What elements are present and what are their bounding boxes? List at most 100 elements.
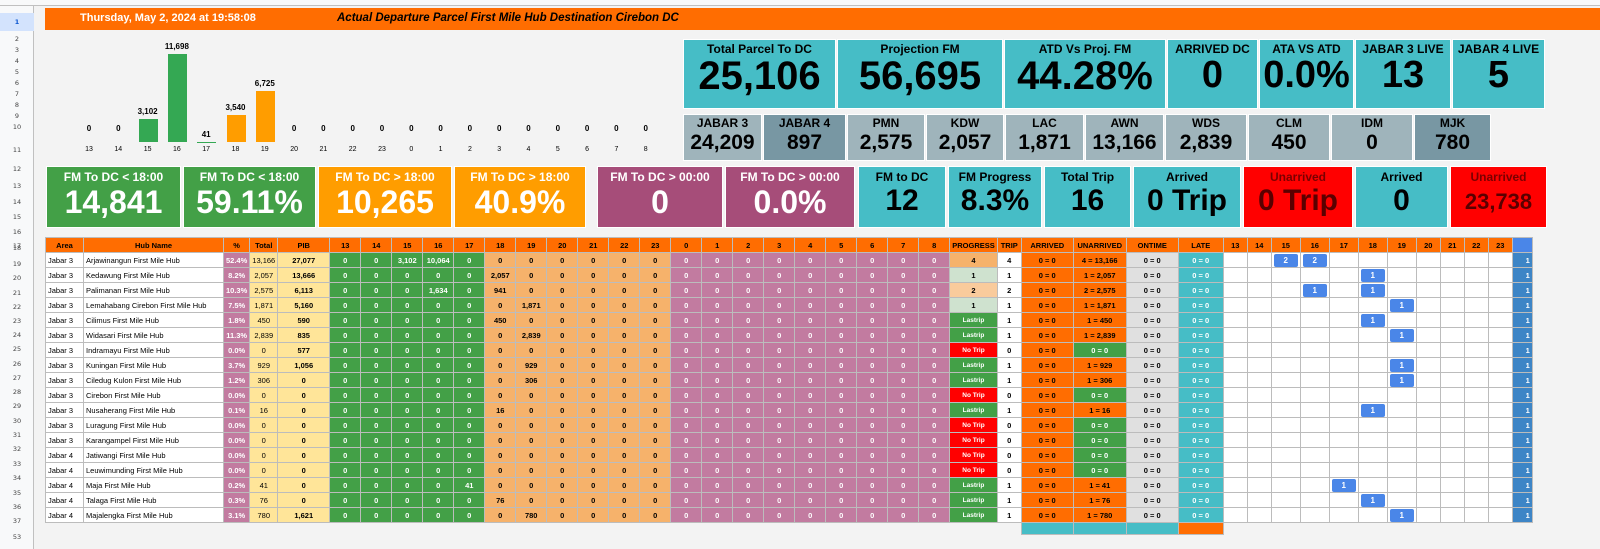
row-number[interactable]: 6 <box>14 79 20 87</box>
timeline-cell <box>1270 267 1301 283</box>
row-number[interactable]: 23 <box>12 317 22 325</box>
row-numbers[interactable]: 1 2 3 4 5 6 7 8 9 10 11 12 13 14 15 16 17 18 19 20 21 22 23 24 2… <box>0 6 34 549</box>
column-header-bar[interactable] <box>0 0 1600 6</box>
hour-cell: 0 <box>546 282 579 298</box>
timeline-cell <box>1357 447 1388 463</box>
hour-cell: 0 <box>453 387 486 403</box>
column-header: 22 <box>608 237 641 253</box>
fm-card-label: FM To DC < 18:00 <box>199 170 300 184</box>
row-number[interactable]: 28 <box>12 388 22 396</box>
fm-card-value: 0 <box>1393 184 1410 217</box>
row-number[interactable]: 17 <box>12 242 22 250</box>
hour-cell: 0 <box>546 297 579 313</box>
x-tick-label: 20 <box>290 146 298 153</box>
row-number[interactable]: 11 <box>12 146 22 154</box>
hour-cell: 0 <box>546 252 579 268</box>
row-number[interactable]: 4 <box>14 57 20 65</box>
hour-cell: 0 <box>453 492 486 508</box>
hour-cell: 0 <box>887 507 920 523</box>
hour-cell: 0 <box>360 327 393 343</box>
hour-cell: 0 <box>422 417 455 433</box>
row-number[interactable]: 15 <box>12 213 22 221</box>
row-number[interactable]: 19 <box>12 260 22 268</box>
hour-cell: 0 <box>763 387 796 403</box>
pib-cell: 0 <box>277 432 331 448</box>
region-card: KDW 2,057 <box>926 114 1004 161</box>
footer-cell <box>361 523 392 535</box>
row-number[interactable]: 29 <box>12 402 22 410</box>
row-number[interactable]: 10 <box>12 123 22 131</box>
row-number[interactable]: 18 <box>12 244 22 252</box>
row-number[interactable]: 5 <box>14 68 20 76</box>
row-number[interactable]: 13 <box>12 182 22 190</box>
row-number[interactable]: 2 <box>14 35 20 43</box>
region-card: JABAR 3 24,209 <box>683 114 762 161</box>
timeline-cell <box>1463 492 1489 508</box>
row-number[interactable]: 16 <box>12 228 22 236</box>
row-number[interactable]: 25 <box>12 345 22 353</box>
row-number[interactable]: 8 <box>14 101 20 109</box>
timeline-cell <box>1463 297 1489 313</box>
row-number[interactable]: 21 <box>12 289 22 297</box>
x-tick-label: 14 <box>114 146 123 153</box>
timeline-cell <box>1439 387 1465 403</box>
row-number[interactable]: 32 <box>12 445 22 453</box>
arrived-cell: 0 = 0 <box>1020 432 1074 448</box>
percent-cell: 11.3% <box>222 327 251 343</box>
fm-card-label: Total Trip <box>1060 170 1115 184</box>
row-number[interactable]: 9 <box>14 112 20 120</box>
trip-cell: 1 <box>996 477 1022 493</box>
fm-card-label: FM Progress <box>958 170 1032 184</box>
ontime-cell: 0 = 0 <box>1125 342 1179 358</box>
hour-cell: 0 <box>360 297 393 313</box>
hour-cell: 0 <box>639 357 672 373</box>
row-number[interactable]: 35 <box>12 489 22 497</box>
timeline-cell <box>1222 282 1248 298</box>
hour-cell: 0 <box>577 372 610 388</box>
row-number[interactable]: 53 <box>12 533 22 541</box>
unarrived-cell: 0 = 0 <box>1072 387 1127 403</box>
total-marker-cell: 1 <box>1511 387 1533 403</box>
footer-cell <box>919 523 950 535</box>
hour-cell: 0 <box>360 267 393 283</box>
hour-cell: 0 <box>670 327 703 343</box>
row-number[interactable]: 34 <box>12 474 22 482</box>
hour-cell: 0 <box>918 372 951 388</box>
region-card: CLM 450 <box>1248 114 1330 161</box>
row-number[interactable]: 31 <box>12 431 22 439</box>
row-number[interactable]: 3 <box>14 46 20 54</box>
hour-cell: 0 <box>887 462 920 478</box>
timeline-cell <box>1415 312 1441 328</box>
kpi-card: ARRIVED DC 0 <box>1167 39 1258 109</box>
timeline-cell <box>1328 312 1359 328</box>
row-number[interactable]: 37 <box>12 517 22 525</box>
row-number[interactable]: 7 <box>14 90 20 98</box>
row-number[interactable]: 12 <box>12 165 22 173</box>
hour-cell: 0 <box>887 447 920 463</box>
area-cell: Jabar 4 <box>45 507 84 523</box>
x-tick-label: 23 <box>378 146 386 153</box>
x-tick-label: 1 <box>438 146 443 153</box>
row-number[interactable]: 22 <box>12 303 22 311</box>
row-number[interactable]: 14 <box>12 198 22 206</box>
row-number[interactable]: 33 <box>12 460 22 468</box>
row-number[interactable]: 20 <box>12 274 22 282</box>
hour-cell: 0 <box>701 432 734 448</box>
timeline-cell <box>1246 327 1272 343</box>
footer-cell <box>1020 522 1074 535</box>
hour-cell: 0 <box>856 492 889 508</box>
hour-cell: 0 <box>918 312 951 328</box>
row-number[interactable]: 24 <box>12 331 22 339</box>
row-number[interactable]: 36 <box>12 503 22 511</box>
timeline-cell <box>1439 357 1465 373</box>
timeline-cell <box>1439 327 1465 343</box>
row-number[interactable]: 1 <box>0 13 34 31</box>
row-number[interactable]: 27 <box>12 374 22 382</box>
timeline-cell <box>1328 267 1359 283</box>
timeline-cell: 2 <box>1270 252 1301 268</box>
region-card: WDS 2,839 <box>1165 114 1247 161</box>
row-number[interactable]: 26 <box>12 360 22 368</box>
row-number[interactable]: 30 <box>12 417 22 425</box>
timeline-cell <box>1270 447 1301 463</box>
